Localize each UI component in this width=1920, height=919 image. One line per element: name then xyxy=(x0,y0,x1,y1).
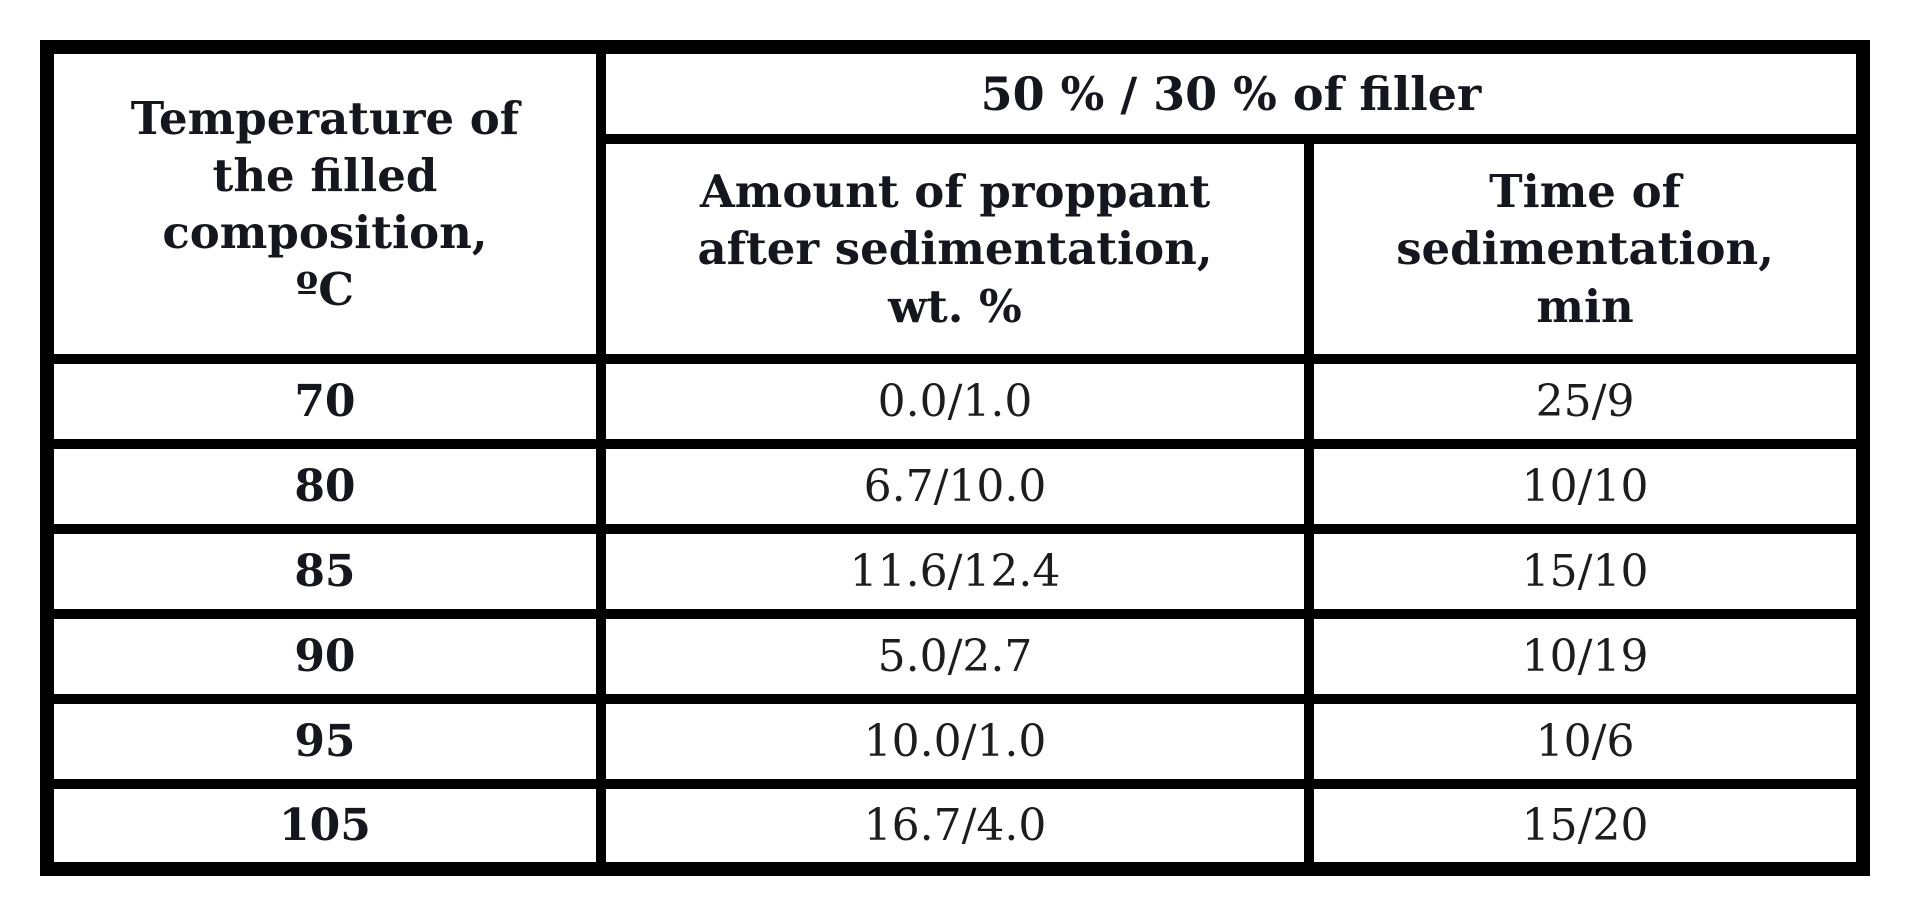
temperature-cell: 105 xyxy=(42,779,606,874)
proppant-cell: 10.0/1.0 xyxy=(595,694,1315,789)
sub-header-row: Amount of proppant after sedimentation, … xyxy=(47,134,1868,364)
proppant-column-header: Amount of proppant after sedimentation, … xyxy=(595,134,1315,364)
table-row: 90 5.0/2.7 10/19 xyxy=(42,609,1868,704)
sedimentation-results-table: Temperature of the filled composition, º… xyxy=(40,40,1870,876)
temperature-cell: 80 xyxy=(42,439,606,534)
proppant-cell: 16.7/4.0 xyxy=(595,779,1315,874)
temperature-cell: 70 xyxy=(42,354,606,449)
table-row: 80 6.7/10.0 10/10 xyxy=(42,439,1868,534)
table-row: 70 0.0/1.0 25/9 xyxy=(42,354,1868,449)
table-row: 85 11.6/12.4 15/10 xyxy=(42,524,1868,619)
time-cell: 10/19 xyxy=(1304,609,1868,704)
proppant-cell: 5.0/2.7 xyxy=(595,609,1315,704)
filler-group-header: 50 % / 30 % of filler xyxy=(595,42,1869,144)
proppant-cell: 11.6/12.4 xyxy=(595,524,1315,619)
time-cell: 10/10 xyxy=(1304,439,1868,534)
time-column-header: Time of sedimentation, min xyxy=(1304,134,1868,364)
proppant-cell: 0.0/1.0 xyxy=(595,354,1315,449)
temperature-cell: 85 xyxy=(42,524,606,619)
proppant-cell: 6.7/10.0 xyxy=(595,439,1315,534)
temperature-cell: 90 xyxy=(42,609,606,704)
temperature-cell: 95 xyxy=(42,694,606,789)
group-header-row: Temperature of the filled composition, º… xyxy=(42,42,1869,364)
time-cell: 10/6 xyxy=(1304,694,1868,789)
time-cell: 15/20 xyxy=(1304,779,1868,874)
time-cell: 25/9 xyxy=(1304,354,1868,449)
time-cell: 15/10 xyxy=(1304,524,1868,619)
table-row: 105 16.7/4.0 15/20 xyxy=(42,779,1868,874)
temperature-column-header: Temperature of the filled composition, º… xyxy=(42,42,606,364)
table-row: 95 10.0/1.0 10/6 xyxy=(42,694,1868,789)
